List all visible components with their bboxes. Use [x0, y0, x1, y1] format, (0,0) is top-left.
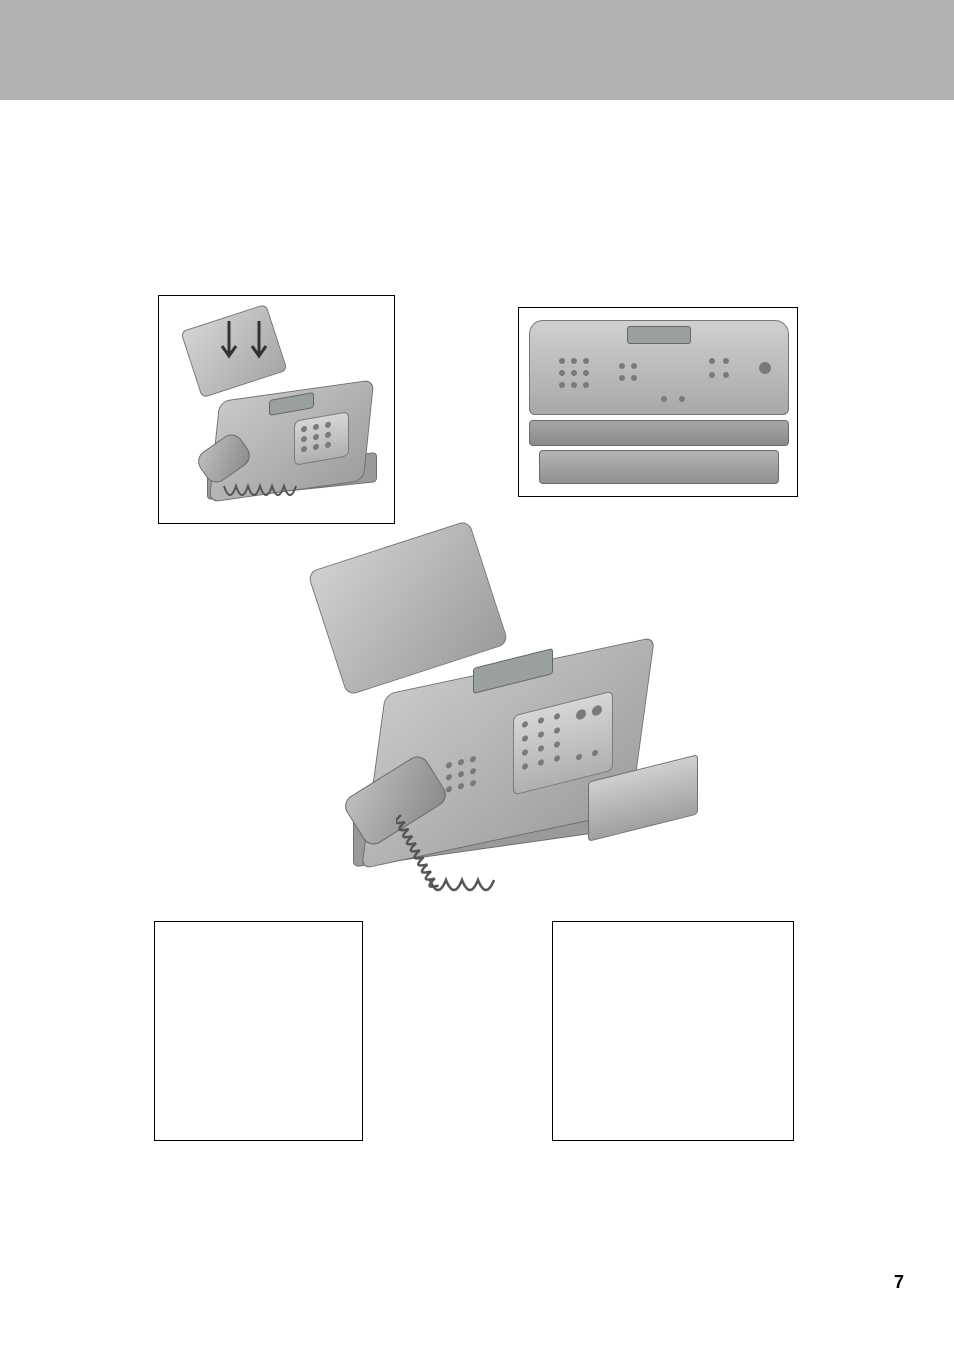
lcd-screen — [627, 326, 691, 344]
header-bar — [0, 0, 954, 100]
insert-arrow-icon — [214, 316, 294, 386]
empty-frame-right — [552, 921, 794, 1141]
figure-fax-large-iso — [278, 538, 713, 911]
handset-cord-icon — [396, 810, 516, 910]
paper-slot — [529, 420, 789, 446]
page-number: 7 — [894, 1272, 904, 1293]
output-tray — [539, 450, 779, 484]
fax-illustration — [278, 538, 713, 911]
fax-illustration — [159, 296, 394, 523]
handset-cord-icon — [219, 481, 319, 521]
figure-fax-insert-document — [158, 295, 395, 524]
empty-frame-left — [154, 921, 363, 1141]
manual-page: 7 — [0, 0, 954, 1351]
figure-fax-top-view — [518, 307, 798, 497]
